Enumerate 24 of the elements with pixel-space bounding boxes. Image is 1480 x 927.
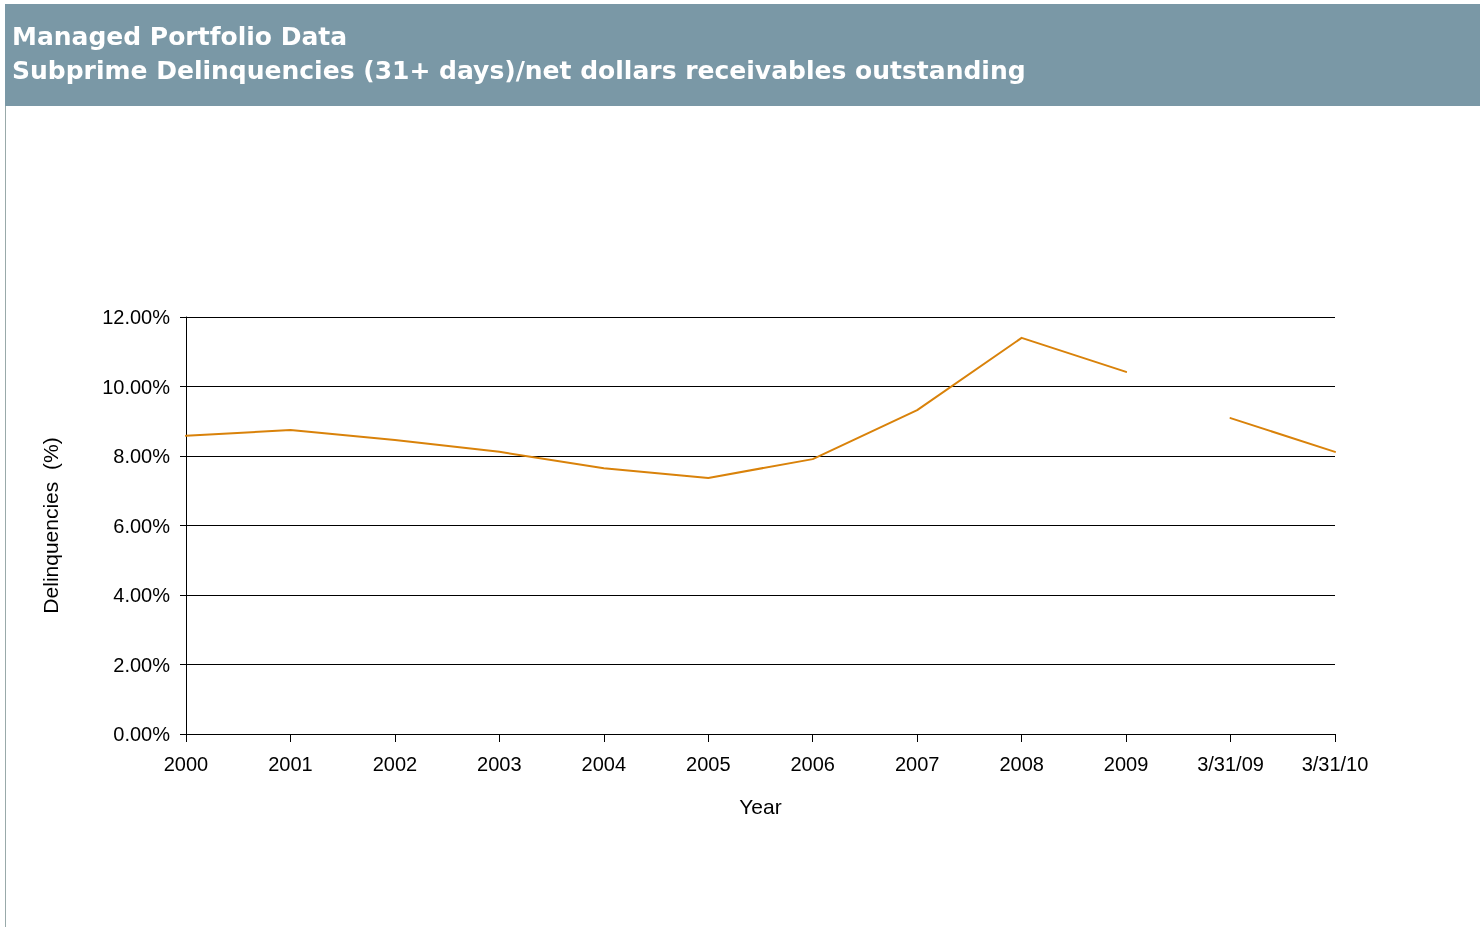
y-tick-label: 10.00%	[102, 375, 171, 398]
x-tick-label: 2004	[581, 753, 627, 775]
y-tick-label: 12.00%	[102, 306, 171, 328]
x-axis-title: Year	[739, 795, 782, 818]
y-tick-label: 2.00%	[113, 653, 171, 676]
x-tick-label: 2005	[686, 753, 731, 775]
x-tick-label: 2003	[477, 753, 522, 775]
x-tick-label: 2007	[894, 753, 940, 775]
x-tick-label: 3/31/09	[1197, 753, 1264, 775]
chart-subtitle: Subprime Delinquencies (31+ days)/net dollars receivables outstanding	[12, 55, 1027, 87]
x-tick-label: 2002	[372, 753, 418, 775]
chart-title: Managed Portfolio Data	[12, 21, 349, 53]
y-tick-label: 0.00%	[113, 723, 171, 745]
line-series	[185, 336, 1128, 479]
x-tick-label: 2008	[999, 753, 1044, 775]
y-axis-title: Delinquencies (%)	[39, 437, 62, 614]
x-tick-label: 2009	[1103, 753, 1149, 775]
x-tick-label: 2001	[268, 753, 313, 775]
x-tick-label: 3/31/10	[1301, 753, 1369, 775]
y-tick-label: 4.00%	[113, 584, 171, 606]
y-tick-label: 6.00%	[113, 514, 171, 537]
x-tick-label: 2006	[790, 753, 835, 775]
y-tick-label: 8.00%	[113, 445, 171, 467]
x-tick-label: 2000	[163, 753, 209, 775]
